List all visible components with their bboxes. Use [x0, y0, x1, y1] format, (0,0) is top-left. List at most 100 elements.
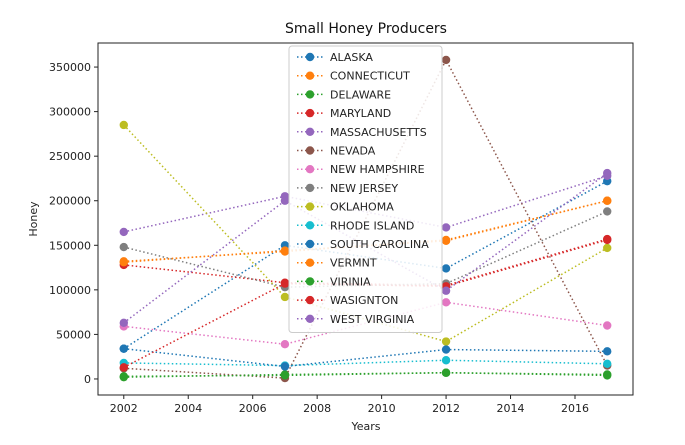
data-point-wasignton [603, 235, 612, 245]
series-virinia [119, 368, 612, 381]
y-tick-label: 150000 [49, 239, 91, 252]
legend-entry-rhode-island: RHODE ISLAND [297, 219, 414, 232]
x-tick-label: 2012 [432, 402, 460, 415]
legend-marker [305, 295, 315, 305]
data-point-oklahoma [603, 243, 612, 253]
y-tick-label: 250000 [49, 150, 91, 163]
legend-label: NEW HAMPSHIRE [330, 163, 425, 176]
legend-label: MARYLAND [330, 107, 391, 120]
series-line-rhode-island [123, 359, 608, 367]
data-point-massachusetts [119, 227, 128, 237]
legend-marker [305, 127, 315, 136]
data-point-vermnt [603, 196, 612, 205]
y-tick-label: 50000 [56, 328, 91, 341]
data-point-virinia [280, 371, 290, 380]
legend-label: VIRINIA [330, 275, 371, 288]
data-point-south-carolina [441, 345, 451, 354]
data-point-rhode-island [441, 356, 451, 365]
data-point-new-hampshire [603, 321, 612, 330]
data-point-vermnt [280, 246, 290, 255]
data-point-virinia [119, 372, 128, 381]
legend-entry-south-carolina: SOUTH CAROLINA [297, 238, 429, 251]
legend-entry-nevada: NEVADA [297, 145, 376, 158]
data-point-virinia [441, 368, 451, 377]
series-line-virinia [123, 371, 608, 378]
x-tick-label: 2016 [561, 402, 589, 415]
legend-entry-new-jersey: NEW JERSEY [297, 182, 398, 195]
legend-marker [305, 277, 315, 286]
data-point-south-carolina [603, 347, 612, 356]
series-line-west-virginia [123, 172, 608, 324]
x-axis-label: Years [350, 420, 380, 433]
y-tick-label: 200000 [49, 195, 91, 208]
data-point-new-hampshire [280, 340, 290, 349]
y-tick-label: 100000 [49, 284, 91, 297]
legend-marker [305, 165, 315, 174]
legend: ALASKA CONNECTICUT DELAWARE MARYLAND MASSACH… [288, 45, 443, 333]
legend-label: VERMNT [330, 257, 377, 270]
legend-label: NEW JERSEY [330, 182, 398, 195]
legend-entry-connecticut: CONNECTICUT [297, 70, 410, 83]
data-point-oklahoma [280, 292, 290, 302]
y-tick-label: 300000 [49, 106, 91, 119]
data-point-rhode-island [603, 359, 612, 369]
data-point-new-jersey [119, 242, 128, 252]
legend-entry-west-virginia: WEST VIRGINIA [297, 313, 415, 326]
data-point-nevada [441, 55, 451, 65]
legend-entry-virinia: VIRINIA [297, 275, 371, 288]
data-point-wasignton [280, 279, 290, 288]
legend-entry-maryland: MARYLAND [297, 107, 391, 120]
data-point-oklahoma [441, 337, 451, 346]
series-line-maryland [123, 238, 608, 287]
x-tick-label: 2014 [497, 402, 525, 415]
data-point-west-virginia [280, 196, 290, 205]
legend-label: MASSACHUSETTS [330, 126, 427, 139]
legend-marker [305, 52, 315, 62]
x-tick-label: 2010 [368, 402, 396, 415]
series-line-oklahoma [123, 124, 608, 343]
legend-marker [305, 239, 315, 249]
data-point-vermnt [119, 258, 128, 267]
legend-entry-delaware: DELAWARE [297, 88, 391, 101]
data-point-alaska [441, 264, 451, 273]
chart-title: Small Honey Producers [285, 21, 447, 37]
data-point-south-carolina [119, 344, 128, 353]
legend-label: WEST VIRGINIA [330, 313, 415, 326]
data-point-west-virginia [119, 318, 128, 328]
legend-marker [305, 258, 315, 267]
series-line-south-carolina [123, 347, 608, 368]
legend-label: WASIGNTON [330, 294, 398, 307]
data-point-west-virginia [441, 286, 451, 295]
series-west-virginia [119, 168, 612, 328]
data-point-new-hampshire [441, 298, 451, 307]
legend-label: ALASKA [330, 51, 373, 64]
legend-entry-new-hampshire: NEW HAMPSHIRE [297, 163, 425, 176]
series-vermnt [119, 196, 612, 267]
data-point-south-carolina [280, 362, 290, 371]
series-line-nevada [123, 58, 608, 379]
y-tick-label: 0 [84, 373, 91, 386]
legend-label: DELAWARE [330, 88, 391, 101]
series-wasignton [119, 235, 612, 372]
y-axis-label: Honey [27, 201, 40, 237]
series-oklahoma [119, 120, 612, 346]
legend-marker [305, 146, 315, 155]
data-point-wasignton [119, 363, 128, 372]
series-south-carolina [119, 344, 612, 371]
series-line-vermnt [123, 200, 608, 263]
plot-area-frame [97, 42, 634, 396]
data-point-oklahoma [119, 120, 128, 130]
x-tick-label: 2002 [110, 402, 138, 415]
data-point-west-virginia [603, 168, 612, 178]
data-point-vermnt [441, 236, 451, 246]
x-axis: 2002 2004 2006 2008 2010 2012 2014 2016 [110, 395, 589, 415]
legend-box [288, 45, 443, 333]
legend-label: OKLAHOMA [330, 201, 394, 214]
legend-marker [305, 183, 315, 193]
legend-label: CONNECTICUT [330, 70, 410, 83]
legend-entry-vermnt: VERMNT [297, 257, 377, 270]
x-tick-label: 2006 [239, 402, 267, 415]
x-tick-label: 2004 [174, 402, 202, 415]
legend-marker [305, 71, 315, 80]
legend-label: RHODE ISLAND [330, 219, 414, 232]
